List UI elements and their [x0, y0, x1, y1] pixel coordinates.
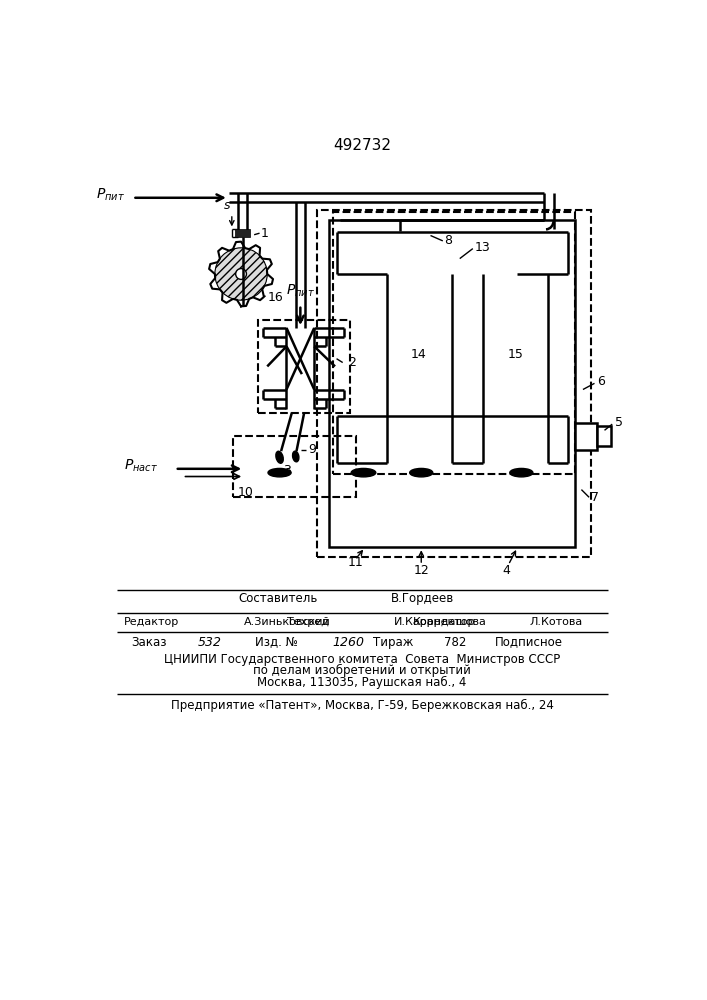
Text: 12: 12 [414, 564, 429, 577]
Text: Составитель: Составитель [238, 592, 317, 605]
Text: 782: 782 [444, 636, 467, 649]
Text: 9: 9 [308, 443, 316, 456]
Text: 492732: 492732 [333, 138, 391, 153]
Text: $P_{пит}$: $P_{пит}$ [96, 186, 125, 203]
Text: 1: 1 [261, 227, 269, 240]
Text: Тираж: Тираж [373, 636, 414, 649]
Text: Редактор: Редактор [124, 617, 179, 627]
Text: 5: 5 [615, 416, 624, 429]
Bar [575, 423, 597, 450]
Circle shape [215, 248, 267, 300]
Text: 16: 16 [267, 291, 283, 304]
Bar [235, 229, 250, 237]
Text: 2: 2 [348, 356, 356, 369]
Ellipse shape [293, 451, 299, 462]
Ellipse shape [276, 451, 284, 463]
Ellipse shape [351, 468, 376, 477]
Text: 8: 8 [444, 234, 452, 247]
Ellipse shape [268, 468, 291, 477]
Text: Л.Котова: Л.Котова [529, 617, 583, 627]
Text: 6: 6 [597, 375, 604, 388]
Text: 15: 15 [508, 348, 524, 361]
Text: Заказ: Заказ [132, 636, 167, 649]
Text: И.Карандашова: И.Карандашова [395, 617, 487, 627]
Text: Изд. №: Изд. № [255, 636, 298, 649]
Text: 10: 10 [238, 486, 254, 499]
Text: $P_{пит}$: $P_{пит}$ [286, 282, 315, 299]
Text: s: s [224, 199, 230, 212]
Text: 14: 14 [411, 348, 427, 361]
Text: 7: 7 [590, 491, 599, 504]
Text: Подписное: Подписное [495, 636, 563, 649]
Bar [333, 212, 575, 474]
Ellipse shape [510, 468, 533, 477]
Polygon shape [209, 242, 273, 306]
Bar [258, 320, 351, 413]
Text: Техред: Техред [287, 617, 329, 627]
Bar [329, 220, 575, 547]
Text: 1260: 1260 [333, 636, 365, 649]
Text: ЦНИИПИ Государственного комитета  Совета  Министров СССР: ЦНИИПИ Государственного комитета Совета … [164, 652, 560, 666]
Text: по делам изобретений и открытий: по делам изобретений и открытий [253, 664, 471, 677]
Text: 4: 4 [502, 564, 510, 577]
Text: В.Гордеев: В.Гордеев [390, 592, 454, 605]
Ellipse shape [409, 468, 433, 477]
Text: Корректор: Корректор [413, 617, 475, 627]
Text: 3: 3 [283, 464, 291, 477]
Text: 11: 11 [348, 556, 363, 569]
Text: А.Зиньковский: А.Зиньковский [244, 617, 331, 627]
Circle shape [235, 269, 247, 279]
Text: 13: 13 [475, 241, 491, 254]
Text: $P_{наст}$: $P_{наст}$ [124, 458, 158, 474]
Bar [233, 436, 356, 497]
Text: Москва, 113035, Раушская наб., 4: Москва, 113035, Раушская наб., 4 [257, 676, 467, 689]
Text: 532: 532 [198, 636, 222, 649]
Text: Предприятие «Патент», Москва, Г-59, Бережковская наб., 24: Предприятие «Патент», Москва, Г-59, Бере… [170, 699, 554, 712]
Bar [317, 210, 590, 557]
Bar [597, 426, 611, 446]
